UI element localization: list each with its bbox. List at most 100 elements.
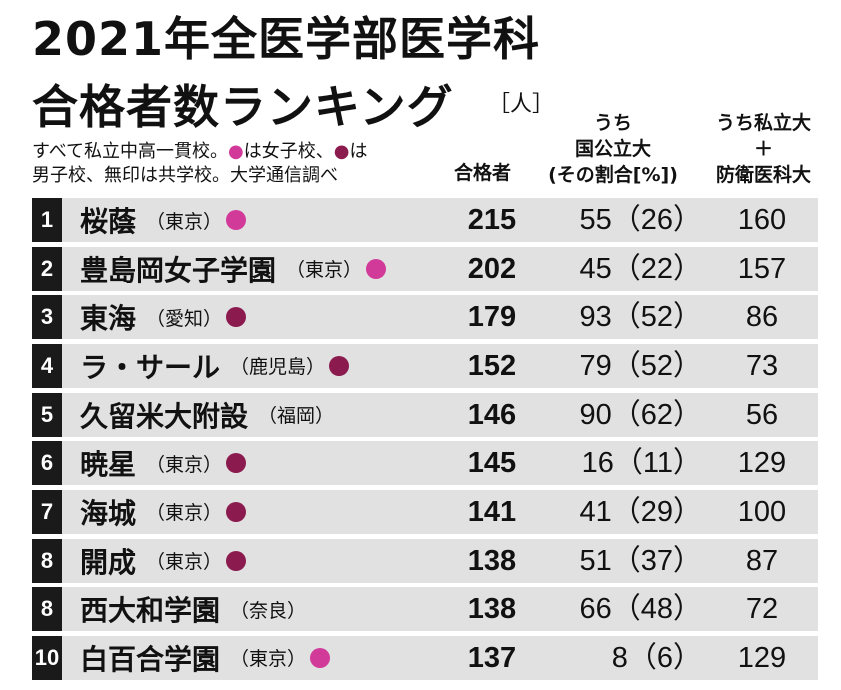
school-name: 海城 — [80, 496, 137, 530]
private-count: 129 — [737, 447, 787, 480]
school-location: （東京） — [286, 259, 363, 282]
table-row: 3 東海 （愛知） 179 93（52） 86 — [32, 295, 818, 340]
girls-school-dot-icon — [226, 210, 247, 230]
school-location: （奈良） — [230, 599, 307, 622]
column-header-private-line1: うち私立大 — [715, 112, 811, 134]
page-title-line2: 合格者数ランキング — [32, 80, 454, 134]
rank-badge: 3 — [32, 295, 62, 340]
rank-badge: 1 — [32, 198, 62, 242]
public-count: 16（11） — [581, 447, 702, 480]
girls-school-dot-icon — [366, 258, 387, 279]
total-count: 215 — [467, 204, 517, 236]
total-count: 138 — [467, 544, 517, 577]
school-name: 久留米大附設 — [80, 399, 249, 433]
rank-badge: 6 — [32, 441, 62, 486]
column-header-private-line3: 防衛医科大 — [715, 164, 811, 186]
table-row: 4 ラ・サール （鹿児島） 152 79（52） 73 — [32, 343, 818, 388]
public-count: 79（52） — [579, 349, 702, 382]
column-header-private: うち私立大 ＋ 防衛医科大 — [696, 110, 831, 188]
school-cell: ラ・サール （鹿児島） — [80, 344, 350, 388]
school-name: 暁星 — [80, 448, 137, 482]
column-header-public: うち 国公立大 (その割合[%]) — [538, 110, 688, 188]
column-header-total: 合格者 — [453, 162, 511, 184]
school-location: （愛知） — [146, 307, 223, 330]
public-count: 93（52） — [579, 301, 702, 334]
boys-school-dot-icon — [329, 355, 350, 376]
school-name: 桜蔭 — [80, 205, 137, 238]
table-row: 1 桜蔭 （東京） 215 55（26） 160 — [32, 198, 818, 242]
school-location: （東京） — [146, 551, 223, 574]
table-row: 2 豊島岡女子学園 （東京） 202 45（22） 157 — [32, 246, 818, 291]
school-name: ラ・サール — [80, 350, 221, 384]
school-name: 開成 — [80, 545, 137, 579]
column-header-private-line2: ＋ — [753, 138, 773, 160]
private-count: 100 — [737, 495, 787, 528]
table-row: 5 久留米大附設 （福岡） 146 90（62） 56 — [32, 392, 818, 437]
page-title: 2021年全医学部医学科 — [32, 12, 541, 66]
school-cell: 海城 （東京） — [80, 490, 247, 534]
school-name: 豊島岡女子学園 — [80, 253, 277, 287]
school-cell: 久留米大附設 （福岡） — [80, 393, 334, 437]
unit-label: ［人］ — [488, 92, 555, 117]
column-header-public-line2: 国公立大 — [574, 138, 651, 160]
note-line-2: 男子校、無印は共学校。大学通信調べ — [32, 165, 338, 186]
private-count: 73 — [745, 349, 779, 382]
public-count: 45（22） — [579, 252, 702, 285]
public-count: 41（29） — [579, 495, 702, 528]
table-row: 8 西大和学園 （奈良） 138 66（48） 72 — [32, 587, 818, 632]
school-cell: 開成 （東京） — [80, 539, 247, 583]
table-row: 8 開成 （東京） 138 51（37） 87 — [32, 538, 818, 583]
school-cell: 東海 （愛知） — [80, 295, 247, 339]
total-count: 137 — [467, 641, 517, 674]
boys-school-dot-icon — [226, 307, 247, 328]
column-header-public-line3: (その割合[%]) — [548, 164, 678, 186]
rank-badge: 8 — [32, 587, 62, 632]
boys-school-dot-icon — [226, 550, 247, 571]
school-cell: 桜蔭 （東京） — [80, 198, 247, 242]
school-cell: 西大和学園 （奈良） — [80, 587, 306, 631]
ranking-table: 1 桜蔭 （東京） 215 55（26） 160 2 豊島岡女子学園 （東京） 202 45（22）… — [32, 198, 818, 685]
public-count: 8（6） — [611, 641, 702, 674]
girls-school-dot-icon — [310, 647, 331, 668]
table-row: 6 暁星 （東京） 145 16（11） 129 — [32, 441, 818, 486]
school-cell: 暁星 （東京） — [80, 441, 247, 485]
total-count: 141 — [467, 495, 517, 528]
school-cell: 豊島岡女子学園 （東京） — [80, 247, 387, 291]
rank-badge: 4 — [32, 343, 62, 388]
total-count: 138 — [467, 593, 517, 626]
private-count: 56 — [745, 398, 779, 431]
school-location: （東京） — [146, 502, 223, 525]
rank-badge: 8 — [32, 538, 62, 583]
public-count: 90（62） — [579, 398, 702, 431]
rank-badge: 5 — [32, 392, 62, 437]
private-count: 72 — [745, 593, 779, 626]
private-count: 157 — [737, 252, 787, 285]
private-count: 160 — [737, 204, 787, 236]
total-count: 146 — [467, 398, 517, 431]
rank-badge: 10 — [32, 635, 62, 680]
private-count: 87 — [745, 544, 779, 577]
school-location: （鹿児島） — [230, 356, 326, 379]
school-location: （福岡） — [258, 405, 335, 428]
public-count: 55（26） — [579, 204, 702, 236]
public-count: 66（48） — [579, 593, 702, 626]
table-row: 10 白百合学園 （東京） 137 8（6） 129 — [32, 635, 818, 680]
school-name: 東海 — [80, 302, 137, 336]
total-count: 152 — [467, 349, 517, 382]
note: すべて私立中高一貫校。●は女子校、●は 男子校、無印は共学校。大学通信調べ — [32, 140, 367, 188]
column-header-public-line1: うち — [593, 112, 632, 134]
note-line-1: すべて私立中高一貫校。●は女子校、●は — [32, 141, 368, 162]
boys-school-dot-icon — [226, 453, 247, 474]
private-count: 86 — [745, 301, 779, 334]
table-row: 7 海城 （東京） 141 41（29） 100 — [32, 489, 818, 534]
rank-badge: 2 — [32, 246, 62, 291]
school-location: （東京） — [146, 210, 223, 233]
total-count: 145 — [467, 447, 517, 480]
total-count: 179 — [467, 301, 517, 334]
boys-school-dot-icon — [226, 501, 247, 522]
school-name: 白百合学園 — [80, 642, 221, 676]
rank-badge: 7 — [32, 489, 62, 534]
total-count: 202 — [467, 252, 517, 285]
public-count: 51（37） — [579, 544, 702, 577]
school-location: （東京） — [146, 453, 223, 476]
